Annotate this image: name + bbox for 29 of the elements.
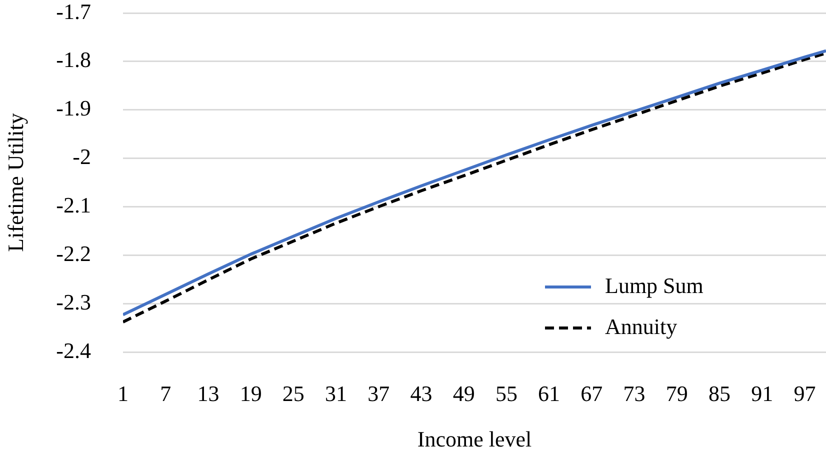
x-tick-label: 37 xyxy=(368,380,390,406)
x-tick-label: 7 xyxy=(160,380,172,406)
x-tick-label: 73 xyxy=(623,380,646,406)
x-axis-title: Income level xyxy=(417,426,532,452)
legend-label: Lump Sum xyxy=(605,272,704,298)
y-tick-label: -2.2 xyxy=(56,240,91,266)
x-tick-label: 55 xyxy=(495,380,518,406)
y-tick-label: -2.4 xyxy=(56,338,91,363)
x-tick-label: 85 xyxy=(708,380,730,406)
y-tick-label: -1.9 xyxy=(56,96,91,121)
y-tick-label: -1.8 xyxy=(56,47,91,72)
x-tick-label: 67 xyxy=(580,380,603,406)
x-tick-label: 61 xyxy=(538,380,560,406)
x-tick-label: 19 xyxy=(240,380,262,406)
y-tick-label: -2.3 xyxy=(56,289,91,314)
legend-label: Annuity xyxy=(605,314,678,339)
y-tick-label: -2.1 xyxy=(56,192,91,218)
y-tick-label: -1.7 xyxy=(56,0,91,24)
x-tick-label: 97 xyxy=(794,380,816,406)
x-tick-label: 43 xyxy=(410,380,432,406)
x-tick-label: 79 xyxy=(666,380,688,406)
x-tick-label: 31 xyxy=(325,380,348,406)
y-tick-label: -2 xyxy=(72,144,91,170)
x-tick-label: 49 xyxy=(452,380,475,406)
x-tick-label: 25 xyxy=(282,380,304,406)
y-axis-title: Lifetime Utility xyxy=(2,113,28,252)
x-tick-label: 13 xyxy=(197,380,220,406)
x-tick-label: 91 xyxy=(751,380,774,406)
x-tick-label: 1 xyxy=(118,380,128,406)
